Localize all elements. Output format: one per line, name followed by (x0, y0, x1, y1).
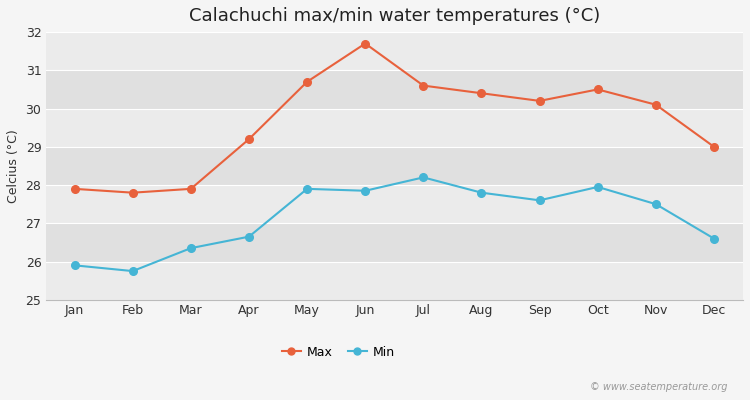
Bar (46, 32, 743, 70)
Bar (46, 70, 743, 108)
Min (186, 246, 195, 250)
Max (535, 98, 544, 103)
Min (710, 236, 718, 241)
Y-axis label: Celcius (°C): Celcius (°C) (7, 129, 20, 203)
Max (477, 91, 486, 96)
Line: Min: Min (70, 174, 718, 275)
Max (128, 190, 137, 195)
Max (419, 83, 428, 88)
Max (710, 144, 718, 149)
Max (593, 87, 602, 92)
Min (302, 186, 311, 191)
Max (361, 41, 370, 46)
Max (186, 186, 195, 191)
Min (477, 190, 486, 195)
Bar (46, 108, 743, 147)
Min (535, 198, 544, 203)
Max (651, 102, 660, 107)
Title: Calachuchi max/min water temperatures (°C): Calachuchi max/min water temperatures (°… (189, 7, 600, 25)
Bar (46, 185, 743, 223)
Text: © www.seatemperature.org: © www.seatemperature.org (590, 382, 728, 392)
Max (302, 79, 311, 84)
Max (244, 137, 254, 142)
Min (361, 188, 370, 193)
Bar (46, 223, 743, 262)
Min (593, 184, 602, 189)
Bar (46, 147, 743, 185)
Min (244, 234, 254, 239)
Min (651, 202, 660, 206)
Min (128, 269, 137, 274)
Min (419, 175, 428, 180)
Legend: Max, Min: Max, Min (277, 341, 400, 364)
Min (70, 263, 79, 268)
Line: Max: Max (70, 40, 718, 196)
Bar (46, 262, 743, 300)
Max (70, 186, 79, 191)
